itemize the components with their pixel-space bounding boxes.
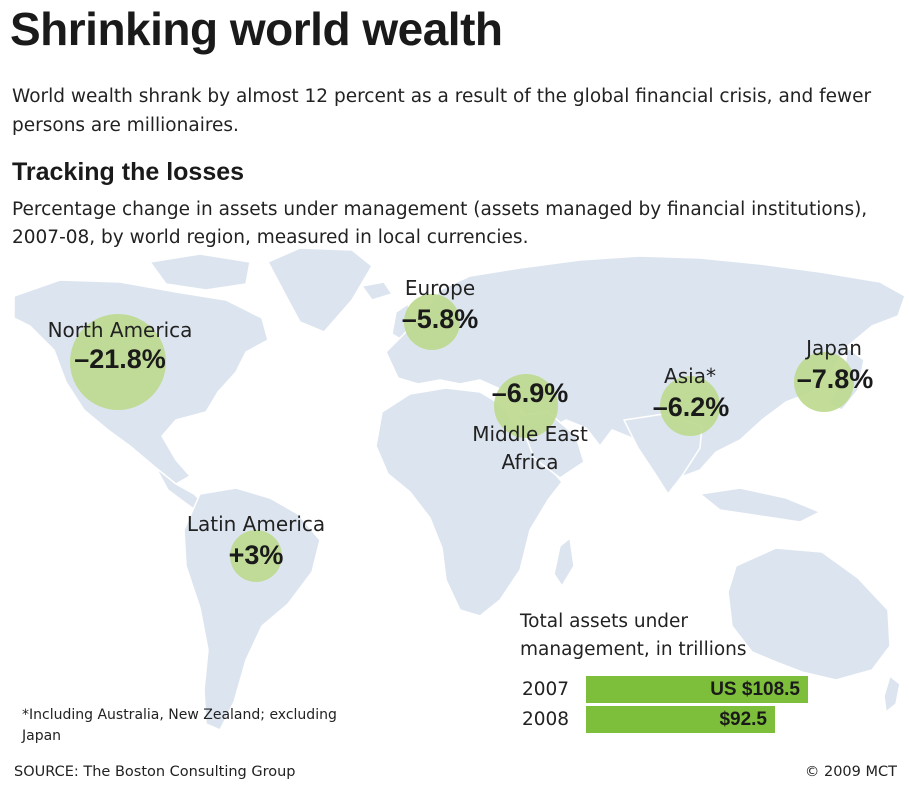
madagascar-shape bbox=[553, 537, 575, 587]
world-map bbox=[13, 247, 906, 731]
indonesia-shape bbox=[699, 487, 821, 523]
section-description: Percentage change in assets under manage… bbox=[12, 199, 868, 248]
middle-east-africa-label-line2: Africa bbox=[501, 450, 559, 474]
north-america-bubble bbox=[70, 314, 166, 410]
europe-bubble bbox=[404, 294, 460, 350]
page-title: Shrinking world wealth bbox=[10, 3, 503, 55]
middle-east-africa-label-line1: Middle East bbox=[472, 422, 588, 446]
arctic-islands-shape bbox=[149, 253, 251, 291]
europe-change: –5.8% bbox=[401, 304, 479, 334]
new-zealand-shape bbox=[883, 675, 901, 713]
latin-america-change: +3% bbox=[228, 540, 284, 570]
japan-label: Japan bbox=[806, 336, 862, 360]
asia-bubble bbox=[660, 376, 720, 436]
north-america-label: North America bbox=[47, 318, 193, 342]
latin-america-label: Latin America bbox=[186, 512, 326, 536]
middle-east-africa-bubble bbox=[494, 374, 558, 438]
asia-label: Asia* bbox=[664, 364, 716, 388]
bar-2007 bbox=[586, 676, 808, 703]
bar-year-2007: 2007 bbox=[522, 679, 570, 700]
south-america-shape bbox=[183, 487, 321, 731]
region-bubbles bbox=[70, 294, 854, 582]
land-masses bbox=[13, 247, 906, 731]
bar-label-2008: $92.5 bbox=[719, 709, 767, 730]
bar-year-2008: 2008 bbox=[522, 709, 570, 730]
greenland-shape bbox=[267, 247, 373, 333]
iceland-shape bbox=[361, 281, 393, 301]
africa-shape bbox=[375, 387, 563, 617]
europe-label: Europe bbox=[404, 276, 476, 300]
australia-shape bbox=[727, 547, 891, 681]
japan-change: –7.8% bbox=[796, 364, 874, 394]
japan-bubble bbox=[794, 352, 854, 412]
source-credit: SOURCE: The Boston Consulting Group bbox=[14, 764, 296, 780]
bar-label-2007: US $108.5 bbox=[710, 679, 800, 700]
asia-change: –6.2% bbox=[652, 392, 730, 422]
middle-east-africa-change: –6.9% bbox=[491, 378, 569, 408]
section-heading: Tracking the losses bbox=[12, 158, 245, 186]
footnote: *Including Australia, New Zealand; exclu… bbox=[22, 707, 337, 744]
latin-america-bubble bbox=[230, 530, 282, 582]
north-america-change: –21.8% bbox=[74, 344, 166, 374]
copyright: © 2009 MCT bbox=[804, 764, 897, 780]
subtitle: World wealth shrank by almost 12 percent… bbox=[12, 86, 872, 136]
totals-caption: Total assets under management, in trilli… bbox=[520, 611, 747, 660]
bar-2008 bbox=[586, 706, 775, 733]
